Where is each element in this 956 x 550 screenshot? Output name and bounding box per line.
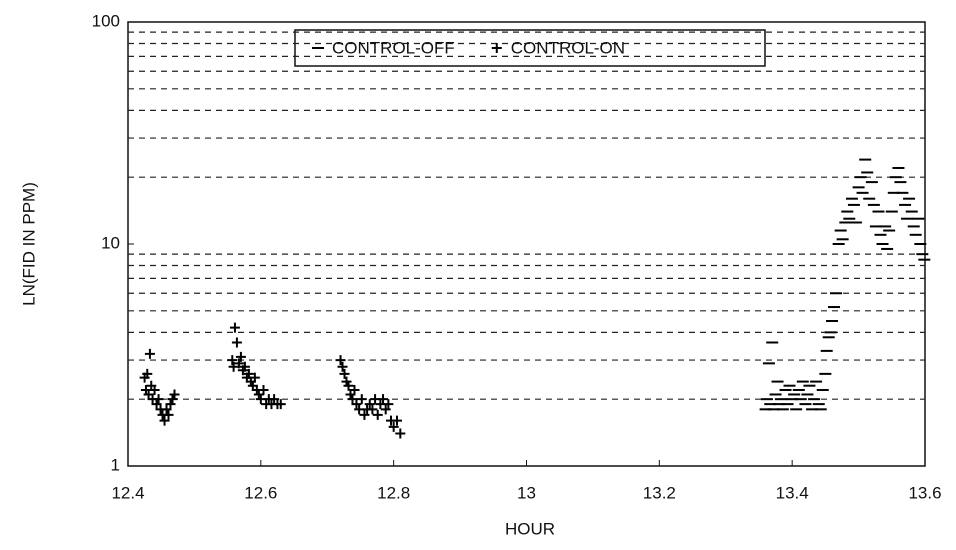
y-tick-label: 100	[92, 11, 120, 30]
point	[229, 322, 240, 333]
y-axis-label: LN(FID IN PPM)	[19, 182, 38, 306]
point	[149, 384, 160, 395]
point	[239, 361, 250, 372]
point	[165, 399, 176, 410]
point	[228, 361, 239, 372]
x-axis-label: HOUR	[505, 519, 555, 538]
point	[275, 399, 286, 410]
point	[159, 415, 170, 426]
point	[337, 361, 348, 372]
point	[167, 394, 178, 405]
point	[378, 394, 389, 405]
point	[142, 368, 153, 379]
x-tick-label: 12.4	[111, 483, 144, 502]
point	[235, 351, 246, 362]
x-tick-label: 13.6	[908, 483, 941, 502]
point	[359, 409, 370, 420]
point	[169, 389, 180, 400]
y-tick-label: 1	[111, 455, 120, 474]
legend-box	[294, 29, 766, 67]
point	[153, 394, 164, 405]
point	[243, 368, 254, 379]
legend-marker	[491, 43, 502, 53]
point	[151, 399, 162, 410]
point	[258, 384, 269, 395]
point	[343, 380, 354, 391]
point	[395, 428, 406, 439]
point	[351, 399, 362, 410]
point	[349, 384, 360, 395]
y-tick-label: 10	[101, 233, 120, 252]
legend-label: CONTROL-OFF	[332, 38, 455, 57]
point	[356, 394, 367, 405]
x-tick-label: 13.2	[643, 483, 676, 502]
point	[391, 415, 402, 426]
point	[339, 368, 350, 379]
point	[364, 399, 375, 410]
x-tick-label: 12.8	[377, 483, 410, 502]
point	[335, 355, 346, 366]
point	[383, 399, 394, 410]
point	[161, 404, 172, 415]
x-tick-label: 13.4	[776, 483, 809, 502]
x-tick-label: 12.6	[244, 483, 277, 502]
point	[253, 389, 264, 400]
point	[227, 355, 238, 366]
legend-label: CONTROL-ON	[511, 38, 625, 57]
point	[388, 421, 399, 432]
x-tick-label: 13	[517, 483, 536, 502]
point	[380, 404, 391, 415]
point	[144, 348, 155, 359]
point	[163, 409, 174, 420]
point	[372, 409, 383, 420]
point	[233, 358, 244, 369]
point	[231, 337, 242, 348]
point	[367, 404, 378, 415]
point	[249, 372, 260, 383]
